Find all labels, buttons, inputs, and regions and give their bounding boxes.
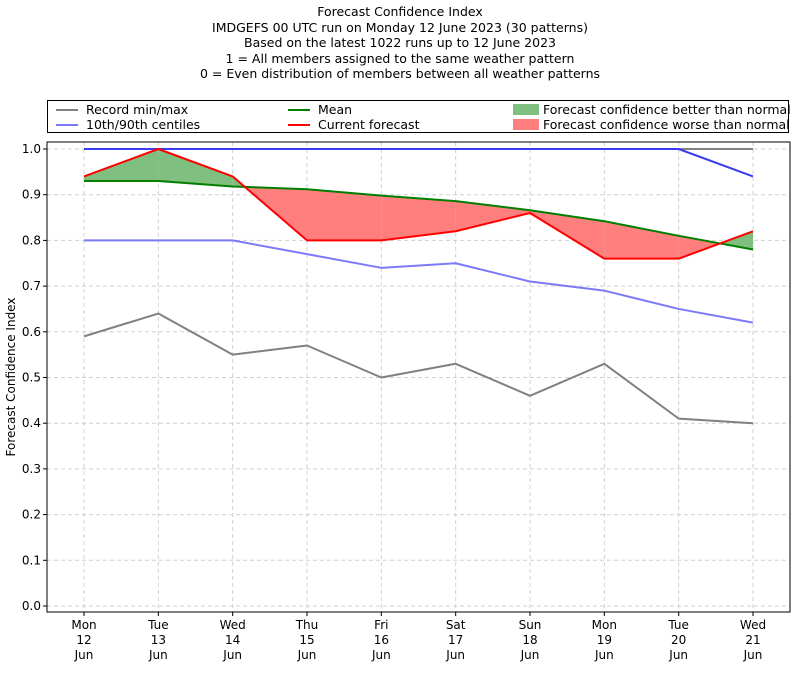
x-tick-label-line: 21	[745, 633, 760, 647]
x-tick-label-line: Tue	[147, 618, 169, 632]
x-tick-label-line: 16	[374, 633, 389, 647]
chart-title-block: Forecast Confidence Index IMDGEFS 00 UTC…	[0, 4, 800, 82]
x-tick-label-line: Jun	[371, 648, 391, 662]
x-tick-label-line: Jun	[297, 648, 317, 662]
legend-swatch-current	[288, 124, 310, 126]
x-tick-label-line: 14	[225, 633, 240, 647]
x-tick-label: Mon 19 Jun	[592, 618, 617, 662]
x-tick-label-line: 13	[151, 633, 166, 647]
legend-swatch-record	[56, 109, 78, 111]
x-tick-label-line: 18	[522, 633, 537, 647]
fill-better-than-normal	[158, 149, 233, 187]
x-tick-label-line: Mon	[71, 618, 96, 632]
legend-label-centiles: 10th/90th centiles	[86, 117, 201, 132]
x-tick-label-line: Wed	[220, 618, 246, 632]
y-tick-label: 0.5	[22, 371, 41, 385]
x-tick-label-line: Jun	[743, 648, 763, 662]
legend-swatch-worse	[513, 119, 539, 130]
x-tick-label-line: Jun	[668, 648, 688, 662]
centile-10-line	[84, 239, 754, 324]
x-tick-label: Tue 20 Jun	[667, 618, 689, 662]
x-tick-label: Thu 15 Jun	[295, 618, 319, 662]
y-tick-label: 0.3	[22, 462, 41, 476]
x-tick-label-line: Sat	[446, 618, 466, 632]
y-axis-ticks: 0.0 0.1 0.2 0.3 0.4 0.5 0.6 0.7 0.8 0.9 1.0	[22, 142, 47, 613]
confidence-fills	[84, 149, 753, 259]
y-tick-label: 0.9	[22, 188, 41, 202]
x-tick-label: Sat 17 Jun	[445, 618, 466, 662]
y-tick-label: 1.0	[22, 142, 41, 156]
x-tick-label: Fri 16 Jun	[371, 618, 391, 662]
x-tick-label-line: Jun	[148, 648, 168, 662]
x-tick-label-line: Jun	[520, 648, 540, 662]
x-tick-label-line: Tue	[667, 618, 689, 632]
y-tick-label: 0.6	[22, 325, 41, 339]
legend-label-better: Forecast confidence better than normal	[543, 102, 791, 117]
y-tick-label: 0.8	[22, 233, 41, 247]
x-tick-label-line: Thu	[295, 618, 319, 632]
y-axis-label: Forecast Confidence Index	[4, 298, 18, 457]
y-tick-label: 0.4	[22, 416, 41, 430]
x-tick-label: Tue 13 Jun	[147, 618, 169, 662]
chart-title: Forecast Confidence Index	[317, 4, 483, 19]
record-min-line	[83, 312, 754, 425]
x-tick-label-line: Wed	[740, 618, 766, 632]
x-tick-label-line: 19	[597, 633, 612, 647]
x-tick-label: Sun 18 Jun	[519, 618, 542, 662]
current-forecast-line	[83, 148, 754, 260]
legend-label-record: Record min/max	[86, 102, 189, 117]
y-tick-label: 0.0	[22, 599, 41, 613]
x-tick-label-line: Jun	[74, 648, 94, 662]
centile-90-line	[84, 148, 754, 178]
x-tick-label-line: 12	[76, 633, 91, 647]
legend-label-current: Current forecast	[318, 117, 420, 132]
chart-subtitle-zero: 0 = Even distribution of members between…	[199, 66, 601, 81]
x-tick-label-line: Sun	[519, 618, 542, 632]
x-tick-label: Mon 12 Jun	[71, 618, 96, 662]
fill-worse-than-normal	[381, 195, 456, 241]
chart-subtitle-one: 1 = All members assigned to the same wea…	[225, 50, 575, 66]
x-tick-label: Wed 14 Jun	[220, 618, 246, 662]
x-tick-label-line: Mon	[592, 618, 617, 632]
mean-line	[84, 179, 754, 251]
x-tick-label: Wed 21 Jun	[740, 618, 766, 662]
chart-legend: Record min/max 10th/90th centiles Mean C…	[47, 100, 791, 133]
fill-better-than-normal	[84, 149, 159, 181]
legend-swatch-better	[513, 104, 539, 115]
y-tick-label: 0.1	[22, 553, 41, 567]
x-tick-label-line: Jun	[445, 648, 465, 662]
x-tick-label-line: 15	[299, 633, 314, 647]
x-tick-label-line: 17	[448, 633, 463, 647]
legend-swatch-mean	[288, 109, 310, 111]
fill-worse-than-normal	[307, 189, 382, 241]
legend-swatch-centiles	[56, 124, 78, 126]
legend-label-mean: Mean	[318, 102, 353, 117]
x-tick-label-line: Jun	[222, 648, 242, 662]
fill-worse-than-normal	[604, 221, 679, 259]
y-tick-label: 0.7	[22, 279, 41, 293]
legend-label-worse: Forecast confidence worse than normal	[543, 117, 790, 132]
chart-subtitle-run: IMDGEFS 00 UTC run on Monday 12 June 202…	[212, 19, 588, 35]
x-tick-label-line: Jun	[594, 648, 614, 662]
y-tick-label: 0.2	[22, 508, 41, 522]
fill-worse-than-normal	[678, 235, 720, 259]
x-tick-label-line: Fri	[374, 618, 388, 632]
series-lines	[83, 148, 754, 425]
x-tick-label-line: 20	[671, 633, 686, 647]
chart-subtitle-runs: Based on the latest 1022 runs up to 12 J…	[244, 35, 556, 50]
